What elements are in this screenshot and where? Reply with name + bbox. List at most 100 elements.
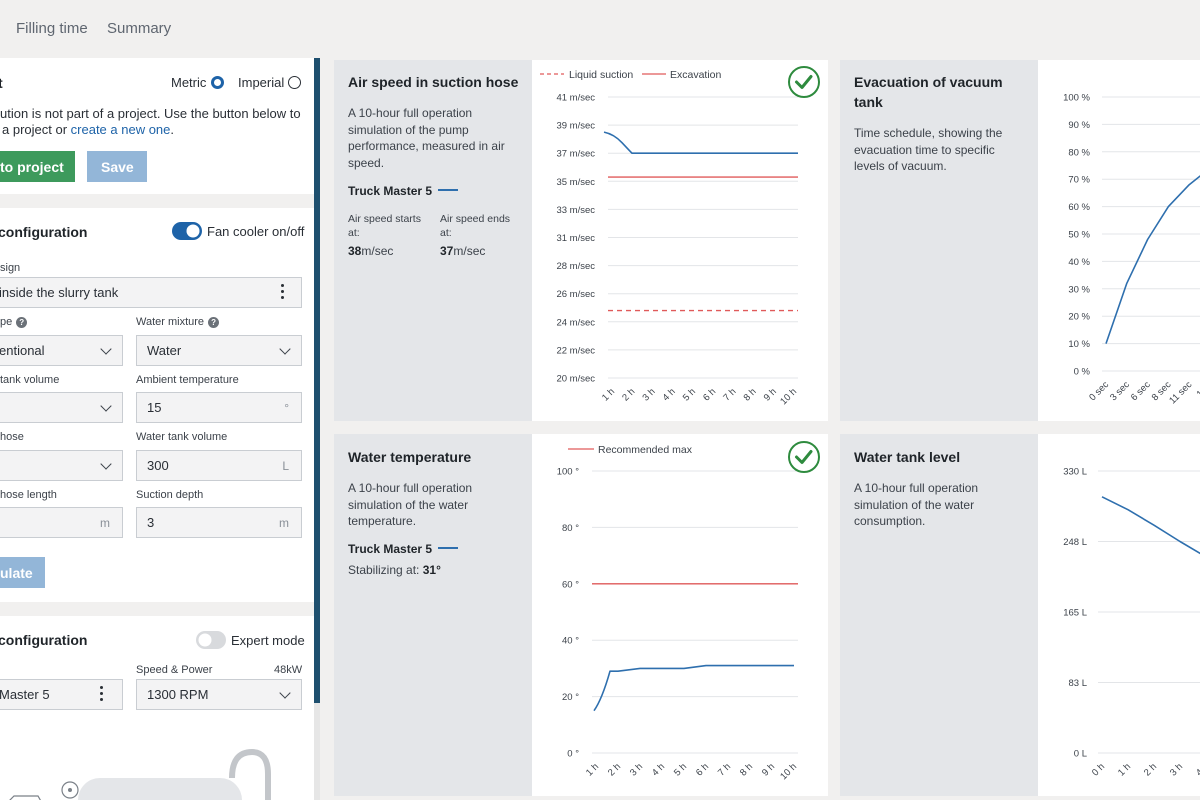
y-tick-label: 80 % xyxy=(1068,147,1090,158)
water-tank-volume-value: 300 xyxy=(147,458,169,473)
add-to-project-button[interactable]: to project xyxy=(0,151,75,182)
truck-illustration xyxy=(9,748,271,800)
water-mixture-label: Water mixture? xyxy=(136,316,220,328)
x-tick-label: 5 h xyxy=(672,761,689,778)
ok-check-icon xyxy=(788,441,820,473)
ambient-temperature-unit: ° xyxy=(284,401,289,415)
y-tick-label: 33 m/sec xyxy=(556,205,595,216)
x-tick-label: 4 h xyxy=(1194,761,1200,778)
evacuation-chart: 0 % 10 % 20 % 30 % 40 % 50 % 60 % 70 % 80 % 90 % 1… xyxy=(1038,60,1200,421)
water-tank-level-description: A 10-hour full operation simulation of t… xyxy=(854,481,979,528)
speed-power-label: Speed & Power xyxy=(136,664,213,676)
project-note-line1: ution is not part of a project. Use the … xyxy=(0,106,301,121)
air-speed-description: A 10-hour full operation simulation of t… xyxy=(348,106,505,170)
series-line-icon xyxy=(438,547,459,549)
y-tick-label: 50 % xyxy=(1068,230,1090,241)
truck-value: Master 5 xyxy=(0,687,50,702)
metric-radio[interactable] xyxy=(211,76,224,89)
fan-cooler-label: Fan cooler on/off xyxy=(207,224,305,239)
x-tick-label: 9 h xyxy=(760,761,777,778)
water-temperature-series-line xyxy=(593,664,794,712)
water-tank-volume-input[interactable]: 300 L xyxy=(136,450,302,481)
project-note-end: . xyxy=(170,122,175,137)
rpm-value: 1300 RPM xyxy=(147,687,209,702)
chevron-down-icon xyxy=(279,687,291,699)
calculate-button[interactable]: ulate xyxy=(0,557,45,588)
design-select[interactable]: inside the slurry tank xyxy=(0,277,302,308)
x-tick-label: 1 h xyxy=(1116,761,1133,778)
y-tick-label: 80 ° xyxy=(562,523,579,534)
air-speed-series-line xyxy=(603,131,798,154)
hose-select[interactable] xyxy=(0,450,123,481)
suction-depth-value: 3 xyxy=(147,515,155,530)
tab-summary[interactable]: Summary xyxy=(107,20,172,37)
design-label: sign xyxy=(0,262,21,274)
evacuation-series-line xyxy=(1105,175,1200,344)
y-tick-label: 100 % xyxy=(1063,93,1090,104)
imperial-radio[interactable] xyxy=(288,76,301,89)
left-configuration-panel: t Metric Imperial ution is not part of a… xyxy=(0,58,314,800)
more-options-icon[interactable] xyxy=(281,284,285,302)
x-tick-label: 0 sec xyxy=(1087,379,1111,403)
project-note-line2: a project or create a new one. xyxy=(2,122,174,137)
ambient-temperature-value: 15 xyxy=(147,400,162,415)
x-tick-label: 10 h xyxy=(778,386,799,407)
water-mixture-value: Water xyxy=(147,343,182,358)
suction-depth-input[interactable]: 3 m xyxy=(136,507,302,538)
type-select[interactable]: entional xyxy=(0,335,123,366)
x-tick-label: 9 h xyxy=(762,386,779,403)
water-temperature-title: Water temperature xyxy=(348,449,472,465)
x-tick-label: 8 h xyxy=(742,386,759,403)
water-tank-level-chart-svg: 0 L 83 L 165 L 248 L 330 L 0 h 1 h 2 h 3 h 4 h xyxy=(1063,467,1200,778)
x-tick-label: 1 h xyxy=(584,761,601,778)
x-tick-label: 2 h xyxy=(620,386,637,403)
rpm-select[interactable]: 1300 RPM xyxy=(136,679,302,710)
expert-mode-toggle[interactable] xyxy=(196,631,226,649)
y-tick-label: 37 m/sec xyxy=(556,149,595,160)
water-temperature-chart: 0 ° 20 ° 40 ° 60 ° 80 ° 100 ° 1 h 2 h 3 h 4 h 5 h 6… xyxy=(532,434,828,796)
y-tick-label: 100 ° xyxy=(557,467,579,478)
help-icon[interactable]: ? xyxy=(208,317,220,328)
x-tick-label: 10 h xyxy=(778,761,799,782)
water-temperature-chart-svg: 0 ° 20 ° 40 ° 60 ° 80 ° 100 ° 1 h 2 h 3 h 4 h 5 h 6… xyxy=(557,444,799,782)
y-tick-label: 20 ° xyxy=(562,692,579,703)
stabilizing-label: Stabilizing at: xyxy=(348,563,423,577)
x-tick-label: 2 h xyxy=(1142,761,1159,778)
chevron-down-icon xyxy=(100,343,112,355)
water-mixture-label-text: Water mixture xyxy=(136,316,205,328)
y-tick-label: 70 % xyxy=(1068,175,1090,186)
tab-filling-time[interactable]: Filling time xyxy=(16,20,88,37)
ambient-temperature-input[interactable]: 15 ° xyxy=(136,392,302,423)
configuration-card: configuration Fan cooler on/off sign ins… xyxy=(0,208,314,602)
water-tank-level-title: Water tank level xyxy=(854,449,961,465)
legend-label-excavation: Excavation xyxy=(670,69,722,81)
help-icon[interactable]: ? xyxy=(16,317,28,328)
y-tick-label: 31 m/sec xyxy=(556,233,595,244)
air-speed-start-value: 38m/sec xyxy=(348,244,393,258)
water-temperature-info-panel: Water temperature A 10-hour full operati… xyxy=(334,434,532,796)
start-unit: m/sec xyxy=(361,244,394,258)
more-options-icon[interactable] xyxy=(100,686,104,704)
suction-depth-label: Suction depth xyxy=(136,489,204,501)
water-mixture-select[interactable]: Water xyxy=(136,335,302,366)
y-tick-label: 165 L xyxy=(1063,608,1087,619)
y-tick-label: 28 m/sec xyxy=(556,261,595,272)
fan-cooler-toggle[interactable] xyxy=(172,222,202,240)
project-note-text: a project or xyxy=(2,122,71,137)
save-button[interactable]: Save xyxy=(87,151,147,182)
evacuation-chart-svg: 0 % 10 % 20 % 30 % 40 % 50 % 60 % 70 % 80 % 90 % 1… xyxy=(1063,93,1200,406)
water-tank-level-chart: 0 L 83 L 165 L 248 L 330 L 0 h 1 h 2 h 3 h 4 h xyxy=(1038,434,1200,796)
water-tank-volume-label: Water tank volume xyxy=(136,431,228,443)
scrollbar-thumb[interactable] xyxy=(314,58,320,703)
panel-scrollbar[interactable] xyxy=(314,58,320,800)
x-tick-label: 6 h xyxy=(694,761,711,778)
tank-volume-select[interactable] xyxy=(0,392,123,423)
expert-mode-label: Expert mode xyxy=(231,633,305,648)
air-speed-chart: 20 m/sec 22 m/sec 24 m/sec 26 m/sec 28 m/sec… xyxy=(532,60,828,421)
hose-label: hose xyxy=(0,431,24,443)
water-temperature-description: A 10-hour full operation simulation of t… xyxy=(348,481,473,528)
truck-select[interactable]: Master 5 xyxy=(0,679,123,710)
hose-length-input[interactable]: m xyxy=(0,507,123,538)
create-new-project-link[interactable]: create a new one xyxy=(70,122,171,137)
chevron-down-icon xyxy=(100,400,112,412)
